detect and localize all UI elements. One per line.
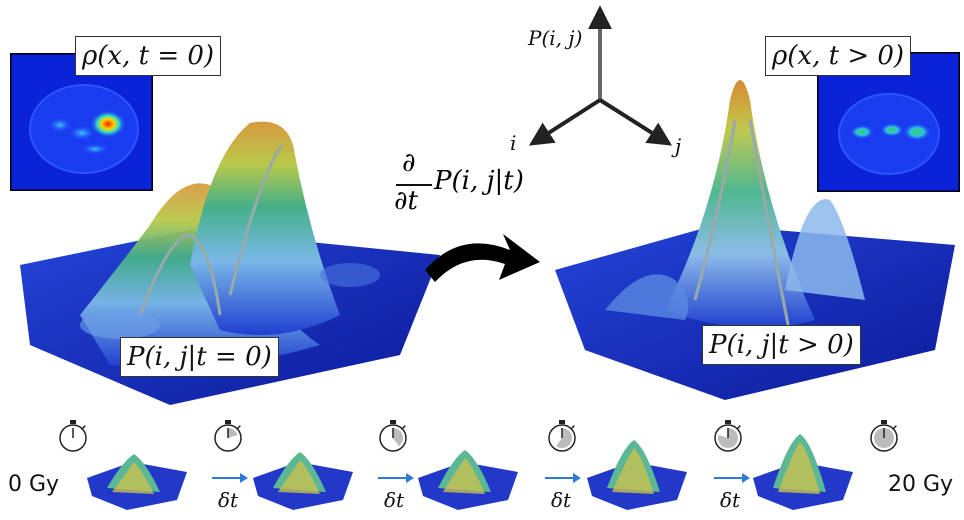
dose-start-label: 0 Gy [8,472,60,497]
derivative-numerator: ∂ [402,148,416,178]
delta-t-label: δt [218,488,239,512]
axis-j-label: j [671,134,681,158]
curved-arrow-icon [425,234,540,282]
derivative-term: P(i, j|t) [434,166,524,196]
surface-thumbnail [587,440,687,510]
step-arrow-icon [378,473,414,483]
surface-thumbnail [87,454,187,510]
stopwatch-icon [379,420,407,452]
stopwatch-icon [59,420,87,452]
delta-t-label: δt [551,488,572,512]
stopwatch-icon [870,420,898,452]
derivative-denominator: ∂t [394,186,418,216]
dose-end-label: 20 Gy [888,472,954,497]
axis-i-label: i [510,131,516,155]
delta-t-label: δt [384,488,405,512]
timeline-strip [59,420,898,510]
axes-diagram: P(i, j) i j [510,5,681,158]
axis-z-label: P(i, j) [527,26,582,50]
surface-thumbnail [253,452,353,510]
surface-thumbnail [753,434,853,510]
step-arrow-icon [714,473,750,483]
p-initial-label: P(i, j|t = 0) [120,337,279,377]
stopwatch-icon [548,420,576,452]
step-arrow-icon [212,473,248,483]
step-arrow-icon [545,473,581,483]
rho-evolved-label: ρ(x, t > 0) [765,36,912,76]
stopwatch-icon [714,420,742,452]
delta-t-label: δt [720,488,741,512]
derivative-expression: ∂ ∂t P(i, j|t) [392,148,542,228]
surface-thumbnail [418,450,518,510]
heatmap-initial [10,53,153,191]
fraction-bar [396,184,432,186]
rho-initial-label: ρ(x, t = 0) [75,36,222,76]
p-evolved-label: P(i, j|t > 0) [702,325,861,365]
stopwatch-icon [214,420,242,452]
